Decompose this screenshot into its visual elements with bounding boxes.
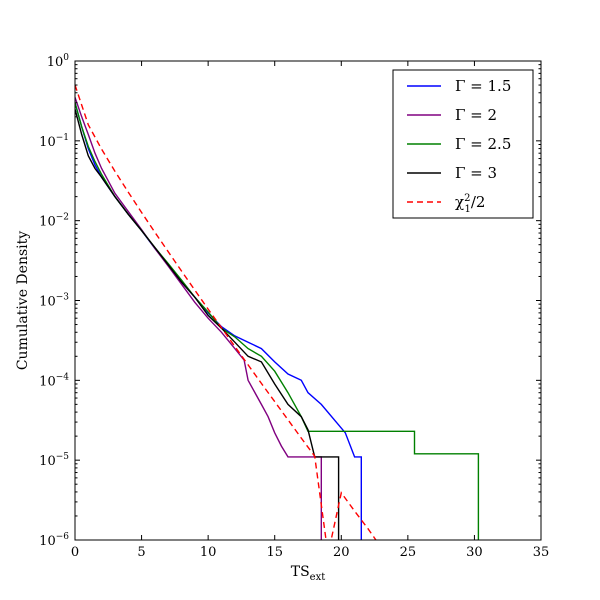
y-tick-label: 10−2 [39, 213, 69, 230]
x-axis-label-main: TS [291, 564, 310, 580]
legend-label-2: Γ = 2 [455, 106, 497, 124]
y-tick-label: 10−3 [39, 293, 69, 310]
y-axis-label: Cumulative Density [15, 231, 31, 370]
series-line-2 [75, 97, 322, 540]
x-tick-label: 25 [400, 545, 417, 560]
x-axis-label: TSext [291, 564, 326, 583]
x-axis-label-sub: ext [310, 572, 326, 583]
x-tick-label: 20 [333, 545, 350, 560]
legend-label-4: Γ = 3 [455, 164, 497, 182]
legend-label-3: Γ = 2.5 [455, 135, 511, 153]
series-line-1 [75, 102, 362, 540]
legend-label-5: χ2 1/2 [455, 193, 485, 215]
tick-layer: 0 5 10 15 20 25 30 35 10−6 10−5 10−4 10−3 10−2 10−1 10… [39, 53, 549, 560]
y-tick-label: 10−5 [39, 452, 69, 469]
series-line-4 [75, 108, 340, 540]
x-tick-label: 35 [533, 545, 550, 560]
plot-area [75, 84, 480, 540]
y-tick-label: 100 [47, 53, 70, 70]
legend: Γ = 1.5 Γ = 2 Γ = 2.5 Γ = 3 χ2 1/2 [392, 69, 534, 219]
x-tick-label: 30 [466, 545, 483, 560]
x-tick-label: 10 [200, 545, 217, 560]
y-tick-label: 10−6 [39, 532, 69, 549]
series-line-5 [75, 84, 377, 540]
x-tick-label: 0 [71, 545, 79, 560]
x-tick-label: 15 [266, 545, 283, 560]
x-tick-label: 5 [137, 545, 145, 560]
y-tick-label: 10−1 [39, 133, 69, 150]
legend-label-1: Γ = 1.5 [455, 77, 511, 95]
y-tick-label: 10−4 [39, 372, 69, 389]
